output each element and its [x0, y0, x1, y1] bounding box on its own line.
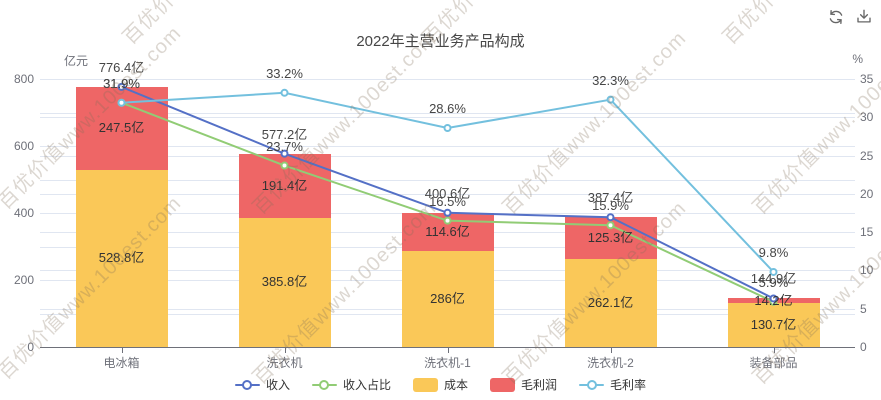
x-axis-line [40, 347, 855, 348]
legend-swatch-revenue-icon [234, 378, 260, 392]
right-axis-tick-label: 10 [860, 263, 874, 278]
right-axis-name: % [852, 52, 863, 66]
legend-item-revenue-share[interactable]: 收入占比 [311, 376, 391, 393]
point-label-gross-margin-4: 9.8% [758, 244, 789, 260]
category-label-0[interactable]: 电冰箱 [103, 356, 140, 370]
right-axis-tick-label: 35 [860, 72, 874, 86]
point-gross-margin-2[interactable] [443, 124, 452, 133]
refresh-icon[interactable] [827, 8, 845, 26]
category-label-3[interactable]: 洗衣机-2 [587, 356, 634, 370]
legend-label-revenue: 收入 [265, 378, 290, 392]
bar-cost-0[interactable] [75, 169, 168, 347]
left-axis-name: 亿元 [64, 54, 89, 68]
legend-swatch-gross-margin-icon [579, 378, 605, 392]
point-gross-margin-1[interactable] [280, 88, 289, 97]
watermark-text: 百优价值www.100est.com [415, 0, 612, 50]
x-axis-tick [610, 348, 612, 353]
left-axis-tick-label: 0 [27, 340, 34, 354]
bar-gross-profit-4[interactable] [727, 298, 820, 304]
right-axis-tick-label: 20 [860, 186, 874, 201]
legend-item-revenue[interactable]: 收入 [234, 376, 290, 393]
left-axis-tick-label: 400 [13, 206, 34, 220]
gridline-right-axis [40, 79, 855, 80]
bar-cost-1[interactable] [238, 217, 331, 347]
right-axis-tick-label: 15 [860, 225, 874, 240]
bar-cost-2[interactable] [401, 251, 494, 347]
chart-title: 2022年主营业务产品构成 [356, 33, 525, 50]
left-axis-tick-label: 200 [13, 273, 34, 287]
category-label-4[interactable]: 装备部品 [749, 356, 798, 370]
point-label-revenue-1: 577.2亿 [261, 126, 308, 142]
x-axis-tick [284, 348, 286, 353]
legend-swatch-cost-icon [412, 377, 438, 392]
legend-item-cost[interactable]: 成本 [412, 376, 468, 393]
bar-gross-profit-3[interactable] [564, 217, 657, 260]
left-axis-tick-label: 800 [13, 72, 34, 86]
point-label-revenue-share-4: 5.9% [758, 274, 789, 290]
legend-item-gross-margin[interactable]: 毛利率 [579, 376, 646, 393]
bar-gross-profit-0[interactable] [75, 86, 168, 170]
watermark-text: 百优价值www.100est.com [115, 0, 312, 50]
right-axis-tick-label: 5 [860, 301, 867, 316]
legend-label-gross-margin: 毛利率 [610, 378, 647, 392]
point-label-revenue-share-3: 15.9% [592, 198, 629, 214]
legend-item-gross-profit[interactable]: 毛利润 [490, 376, 557, 393]
x-axis-tick [773, 348, 775, 353]
legend-label-cost: 成本 [443, 378, 468, 392]
bar-cost-3[interactable] [564, 259, 657, 347]
left-axis-tick-label: 600 [13, 139, 34, 153]
legend-swatch-gross-profit-icon [490, 377, 515, 392]
legend-ring [319, 379, 330, 390]
point-gross-margin-3[interactable] [606, 95, 615, 104]
right-axis-tick-label: 0 [860, 340, 867, 354]
category-label-2[interactable]: 洗衣机-1 [424, 356, 471, 370]
legend-ring [242, 379, 253, 390]
bar-gross-profit-1[interactable] [238, 153, 331, 218]
legend-label-revenue-share: 收入占比 [342, 378, 391, 392]
legend-ring [586, 379, 597, 390]
legend-label-gross-profit: 毛利润 [521, 378, 558, 392]
point-label-revenue-share-2: 16.5% [429, 193, 466, 209]
legend-swatch-revenue-share-icon [311, 378, 337, 392]
right-axis-tick-label: 25 [860, 148, 874, 163]
point-label-gross-margin-3: 32.3% [592, 72, 629, 88]
legend: 收入 收入占比 成本 毛利润 毛利率 [0, 376, 881, 393]
x-axis-tick [121, 348, 123, 353]
toolbox [827, 8, 873, 26]
right-axis-tick-label: 30 [860, 110, 874, 125]
bar-gross-profit-2[interactable] [401, 212, 494, 252]
x-axis-tick [447, 348, 449, 353]
bar-cost-4[interactable] [727, 303, 820, 347]
point-label-gross-margin-2: 28.6% [429, 101, 466, 116]
download-icon[interactable] [855, 8, 873, 26]
watermark-text: 百优价值www.100est.com [498, 27, 691, 220]
category-label-1[interactable]: 洗衣机 [266, 356, 303, 370]
